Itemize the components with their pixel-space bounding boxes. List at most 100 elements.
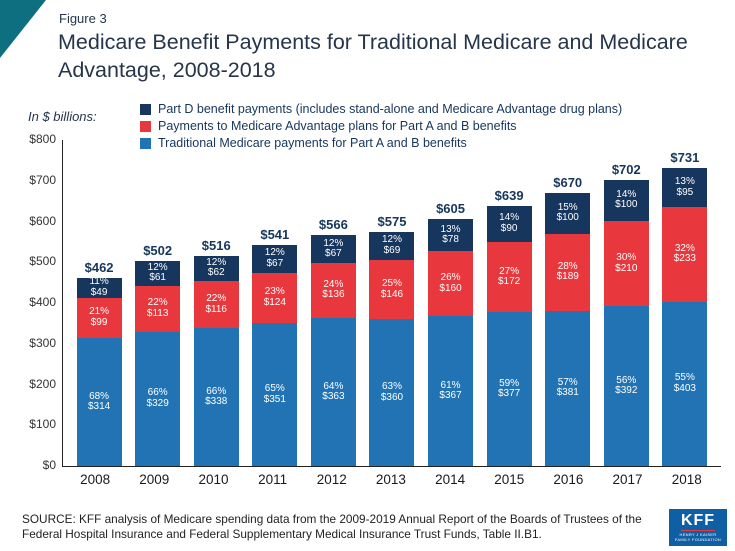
segment-value-label: $90 [500,222,518,234]
x-tick-label: 2010 [198,472,229,487]
bar-stack: 14% $90 27% $172 59% $377 [486,205,532,466]
bar-2017: $702 14% $100 30% $210 56% $392 [603,140,649,466]
y-tick-label: $500 [29,254,56,269]
segment-value-label: $124 [263,296,286,308]
legend-label: Part D benefit payments (includes stand-… [158,102,623,116]
segment-medicare-advantage: 27% $172 [486,242,532,313]
segment-value-label: $49 [90,286,108,298]
x-tick-label: 2008 [80,472,111,487]
x-tick-label: 2011 [258,472,288,487]
segment-traditional: 66% $329 [135,331,181,466]
segment-value-label: $69 [383,244,401,256]
x-tick-label: 2012 [316,472,347,487]
legend-item: Traditional Medicare payments for Part A… [140,136,622,150]
segment-pct-label: 22% [206,293,227,305]
page-title: Medicare Benefit Payments for Traditiona… [58,30,688,83]
kff-logo-subline2: FAMILY FOUNDATION [674,537,722,542]
segment-value-label: $329 [146,397,169,409]
x-tick-label: 2009 [139,472,170,487]
segment-pct-label: 23% [264,286,285,298]
segment-pct-label: 26% [440,272,461,284]
bar-total-label: $566 [318,217,348,233]
bar-stack: 15% $100 28% $189 57% $381 [545,192,591,466]
segment-part-d: 12% $62 [193,255,239,282]
segment-value-label: $392 [615,385,638,397]
segment-medicare-advantage: 26% $160 [428,251,474,317]
bar-2008: $462 11% $49 21% $99 68% $314 [76,140,122,466]
bar-2011: $541 12% $67 23% $124 65% $351 [252,140,298,466]
segment-traditional: 61% $367 [428,316,474,466]
source-text: SOURCE: KFF analysis of Medicare spendin… [22,512,642,542]
segment-part-d: 15% $100 [545,192,591,234]
segment-value-label: $78 [442,234,459,246]
segment-value-label: $61 [149,272,166,284]
segment-medicare-advantage: 23% $124 [252,272,298,323]
segment-part-d: 14% $100 [603,179,649,221]
segment-part-d: 11% $49 [76,277,122,298]
segment-pct-label: 64% [323,380,344,392]
segment-pct-label: 21% [89,306,110,318]
segment-pct-label: 30% [616,252,637,264]
segment-value-label: $338 [205,396,228,408]
segment-value-label: $351 [263,393,286,405]
segment-pct-label: 32% [674,242,695,254]
segment-medicare-advantage: 28% $189 [545,233,591,311]
bar-stack: 11% $49 21% $99 68% $314 [76,277,122,466]
segment-part-d: 12% $69 [369,231,415,260]
legend: Part D benefit payments (includes stand-… [140,102,622,150]
segment-traditional: 56% $392 [603,306,649,466]
segment-pct-label: 28% [557,260,578,272]
segment-pct-label: 13% [440,223,461,235]
bar-total-label: $605 [436,201,465,217]
bar-stack: 13% $95 32% $233 55% $403 [662,168,708,466]
segment-traditional: 65% $351 [252,323,298,466]
segment-traditional: 63% $360 [369,319,415,466]
segment-value-label: $233 [673,253,696,265]
bar-stack: 14% $100 30% $210 56% $392 [603,179,649,466]
segment-traditional: 68% $314 [76,338,122,466]
segment-pct-label: 59% [499,377,520,389]
bar-total-label: $670 [553,174,583,190]
segment-value-label: $136 [322,289,345,301]
chart-plot: $462 11% $49 21% $99 68% $314 $502 12% $61 22% $113… [62,140,721,467]
bar-2012: $566 12% $67 24% $136 64% $363 [310,140,356,466]
legend-item: Payments to Medicare Advantage plans for… [140,119,622,133]
x-tick-label: 2014 [435,472,466,487]
segment-value-label: $172 [498,276,521,288]
segment-part-d: 12% $67 [252,245,298,273]
segment-pct-label: 15% [557,201,578,213]
bar-stack: 13% $78 26% $160 61% $367 [428,219,474,466]
x-tick-label: 2015 [494,472,525,487]
segment-value-label: $367 [439,390,462,402]
segment-value-label: $360 [380,391,404,403]
segment-pct-label: 12% [323,237,344,249]
segment-medicare-advantage: 25% $146 [369,259,415,320]
bar-2014: $605 13% $78 26% $160 61% $367 [428,140,474,466]
bar-total-label: $575 [377,213,407,229]
segment-value-label: $210 [615,262,638,274]
kff-logo-text: KFF [680,512,716,529]
segment-pct-label: 56% [616,374,637,386]
bar-2010: $516 12% $62 22% $116 66% $338 [193,140,239,466]
y-tick-label: $700 [29,172,56,187]
segment-value-label: $100 [556,212,579,224]
segment-medicare-advantage: 32% $233 [662,206,708,302]
y-tick-label: $800 [29,132,56,146]
bar-total-label: $462 [84,259,114,275]
bar-stack: 12% $67 24% $136 64% $363 [310,235,356,466]
segment-value-label: $67 [325,248,342,260]
segment-value-label: $113 [146,307,169,319]
legend-label: Traditional Medicare payments for Part A… [158,136,467,150]
bars-row: $462 11% $49 21% $99 68% $314 $502 12% $61 22% $113… [63,140,721,466]
segment-pct-label: 22% [147,297,168,309]
segment-value-label: $100 [615,199,638,211]
segment-medicare-advantage: 30% $210 [603,220,649,307]
bar-total-label: $516 [201,237,231,253]
bar-total-label: $502 [143,243,173,259]
corner-decoration [0,0,46,58]
segment-part-d: 12% $61 [135,261,181,286]
y-tick-label: $400 [29,295,56,309]
bar-2015: $639 14% $90 27% $172 59% $377 [486,140,532,466]
segment-value-label: $363 [322,391,345,403]
segment-pct-label: 66% [206,385,227,397]
